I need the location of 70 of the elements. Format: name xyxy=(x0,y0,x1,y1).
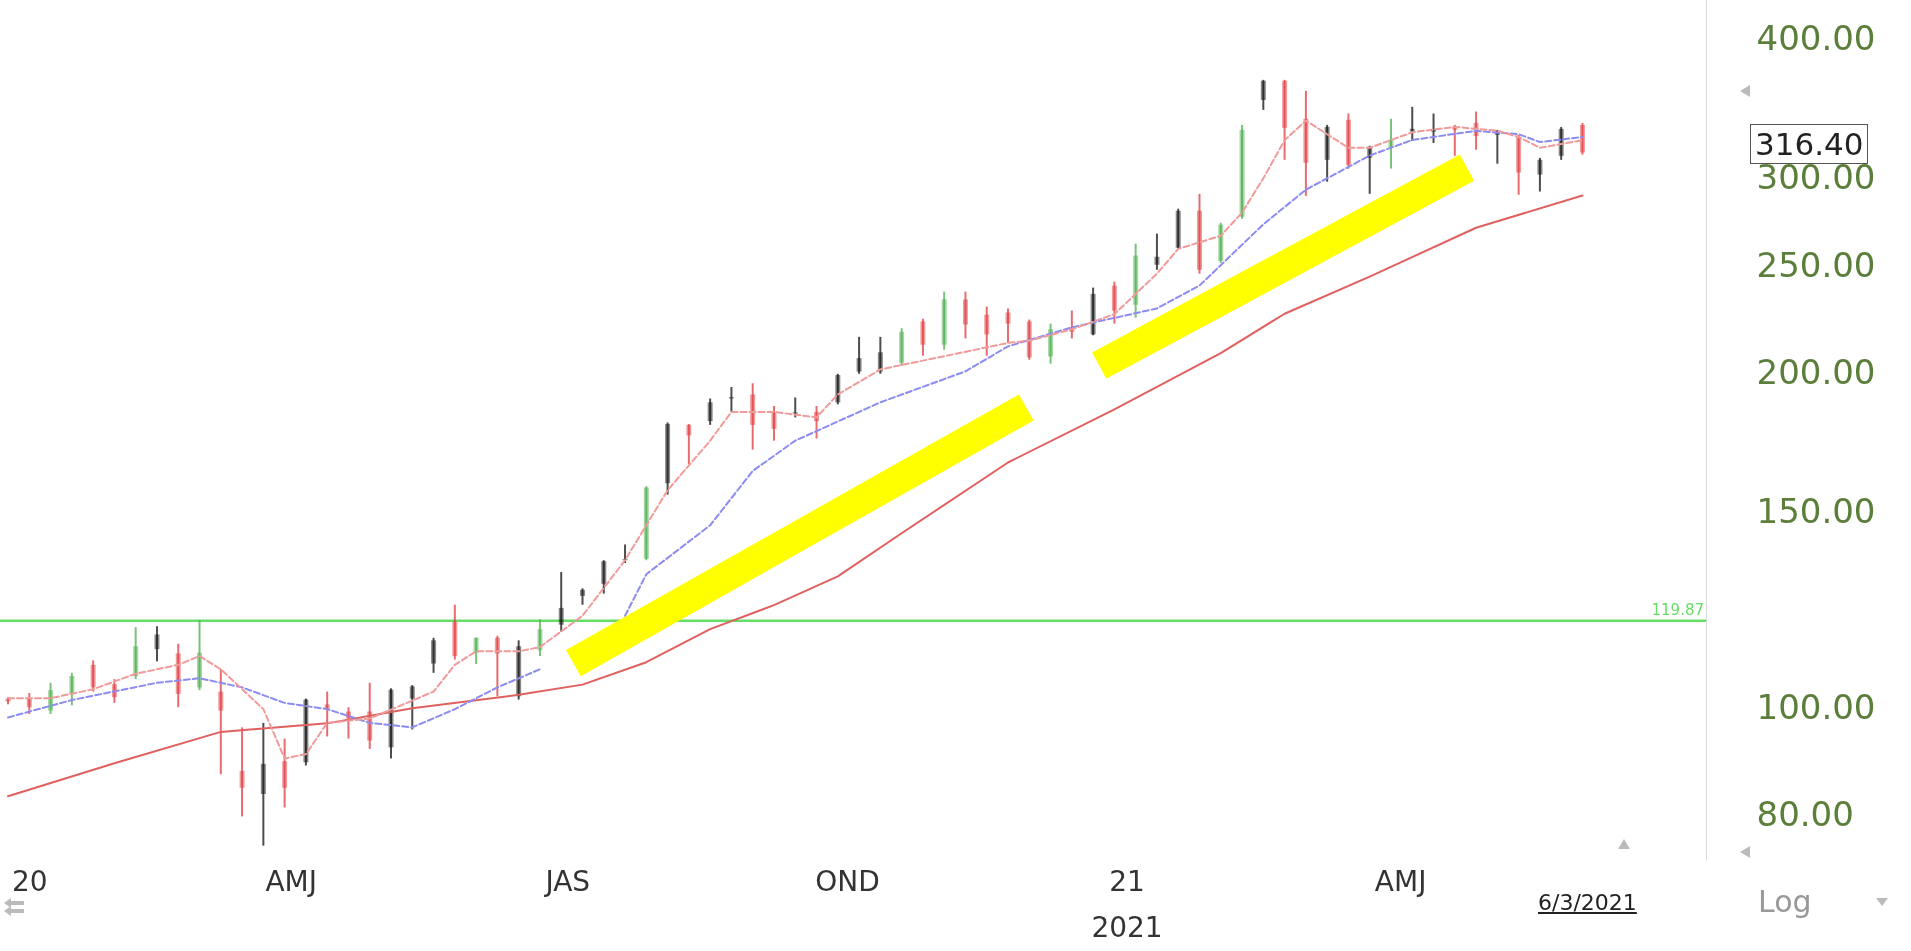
candlestick xyxy=(133,626,139,681)
candlestick xyxy=(218,668,224,776)
candlestick xyxy=(1090,286,1096,337)
candlestick xyxy=(1260,78,1266,111)
candlestick xyxy=(558,571,564,633)
candlestick xyxy=(239,726,245,818)
candlestick xyxy=(643,485,649,562)
candlestick xyxy=(282,737,288,809)
candlestick xyxy=(792,396,798,419)
candlestick xyxy=(452,603,458,661)
candlestick xyxy=(1133,242,1139,319)
x-tick-label: 21 2021 xyxy=(1091,864,1163,944)
candlestick xyxy=(1196,192,1202,275)
y-tick-label: 200.00 xyxy=(1756,352,1876,393)
candlestick xyxy=(260,721,266,847)
candlestick xyxy=(962,290,968,340)
candlestick xyxy=(69,671,75,707)
x-tick-label: AMJ xyxy=(1374,864,1427,898)
candlestick xyxy=(1026,318,1032,361)
candlestick xyxy=(1537,156,1543,193)
candlestick xyxy=(941,290,947,351)
candlestick xyxy=(1303,89,1309,197)
candlestick xyxy=(1324,123,1330,183)
candlestick xyxy=(728,385,734,413)
candlestick xyxy=(1282,78,1288,161)
candlestick xyxy=(1218,221,1224,264)
x-tick-label: AMJ xyxy=(265,864,317,898)
candlestick xyxy=(665,421,671,496)
x-tick-label: JAS xyxy=(543,864,591,898)
x-tick-label: 20 xyxy=(12,864,48,898)
candlestick xyxy=(856,335,862,375)
candlestick xyxy=(537,618,543,658)
y-tick-label: 150.00 xyxy=(1756,491,1876,532)
candlestick xyxy=(1239,123,1245,220)
candlestick xyxy=(90,659,96,693)
candlestick xyxy=(601,559,607,595)
x-tick-label: OND xyxy=(815,864,880,898)
candlestick xyxy=(771,404,777,442)
text: 316.40 xyxy=(1750,124,1869,164)
candlestick xyxy=(303,697,309,767)
candlestick xyxy=(579,587,585,606)
candlestick xyxy=(1175,207,1181,250)
candlestick xyxy=(431,636,437,674)
text: Log xyxy=(1758,884,1812,919)
y-tick-label: 400.00 xyxy=(1756,17,1876,58)
candlestick xyxy=(1111,280,1117,325)
candlestick xyxy=(899,327,905,367)
candlestick xyxy=(750,382,756,451)
candlestick xyxy=(1345,112,1351,170)
candlestick xyxy=(154,625,160,663)
candlestick xyxy=(920,317,926,357)
candlestick xyxy=(1005,307,1011,344)
candlestick xyxy=(686,423,692,466)
candlestick xyxy=(409,684,415,731)
candlestick xyxy=(1579,121,1585,156)
candlestick xyxy=(1516,133,1522,196)
line-series xyxy=(7,194,1584,798)
candlestick xyxy=(26,691,32,715)
ref-line-label: 119.87 xyxy=(1651,600,1704,619)
candlestick xyxy=(175,642,181,709)
candlestick xyxy=(984,305,990,357)
y-tick-label: 80.00 xyxy=(1756,794,1854,835)
candlestick xyxy=(877,335,883,375)
candlestick xyxy=(707,397,713,426)
candlestick xyxy=(835,372,841,406)
candlestick xyxy=(473,636,479,665)
y-tick-label: 250.00 xyxy=(1756,244,1876,285)
y-tick-label: 100.00 xyxy=(1756,686,1876,727)
text: 6/3/2021 xyxy=(1538,890,1637,915)
candlestick xyxy=(1154,232,1160,271)
